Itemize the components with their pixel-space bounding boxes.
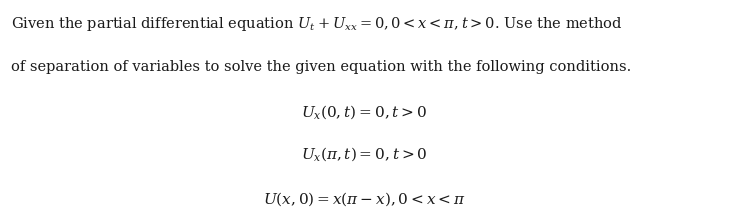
Text: of separation of variables to solve the given equation with the following condit: of separation of variables to solve the …	[11, 60, 631, 75]
Text: $U_x(0, t) = 0, t > 0$: $U_x(0, t) = 0, t > 0$	[301, 104, 428, 121]
Text: $U(x, 0) = x(\pi - x), 0 < x < \pi$: $U(x, 0) = x(\pi - x), 0 < x < \pi$	[263, 190, 466, 208]
Text: Given the partial differential equation $U_t + U_{xx} = 0, 0 < x < \pi, t > 0$. : Given the partial differential equation …	[11, 15, 623, 33]
Text: $U_x(\pi, t) = 0, t > 0$: $U_x(\pi, t) = 0, t > 0$	[301, 145, 428, 162]
